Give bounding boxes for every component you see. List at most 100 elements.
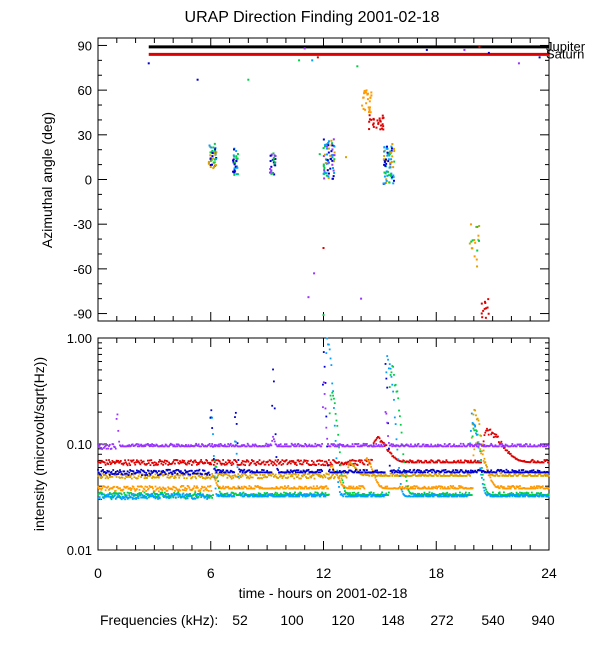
azimuth-data-point — [323, 177, 326, 180]
intensity-data-point — [396, 473, 399, 476]
azimuth-data-point — [269, 160, 272, 163]
intensity-data-point — [353, 445, 356, 448]
intensity-data-point — [535, 487, 537, 489]
intensity-data-point — [207, 485, 209, 488]
intensity-data-point — [200, 459, 203, 461]
intensity-data-point — [522, 473, 525, 476]
azimuth-data-point — [214, 158, 217, 161]
intensity-data-point — [468, 494, 471, 497]
intensity-data-point — [137, 443, 140, 446]
intensity-data-point — [234, 460, 237, 462]
intensity-data-point — [524, 495, 526, 498]
azimuth-data-point — [212, 157, 215, 160]
intensity-data-point — [401, 471, 404, 474]
intensity-data-point — [255, 493, 258, 496]
intensity-data-point — [177, 474, 180, 477]
intensity-data-point — [390, 443, 393, 446]
intensity-data-point — [429, 445, 432, 448]
intensity-data-point — [473, 448, 476, 451]
intensity-data-point — [286, 469, 289, 472]
azimuth-data-point — [383, 150, 386, 153]
intensity-data-point — [107, 463, 110, 465]
intensity-data-point — [261, 461, 264, 464]
intensity-data-point — [394, 445, 397, 448]
azimuth-plot-frame — [97, 37, 550, 322]
intensity-data-point — [264, 463, 267, 466]
azimuth-y-axis-label: Azimuthal angle (deg) — [39, 112, 55, 248]
intensity-data-point — [387, 494, 389, 496]
azimuth-data-point — [247, 78, 250, 81]
azimuth-data-point — [368, 114, 371, 117]
intensity-data-point — [459, 445, 461, 448]
intensity-data-point — [371, 495, 373, 498]
intensity-data-point — [283, 474, 285, 477]
intensity-data-point — [412, 495, 415, 498]
intensity-data-point — [511, 443, 514, 445]
intensity-data-point — [194, 470, 197, 472]
intensity-data-point — [223, 495, 225, 498]
intensity-data-point — [134, 493, 137, 496]
intensity-data-point — [373, 474, 376, 476]
intensity-data-point — [115, 459, 118, 462]
azimuth-data-point — [213, 158, 216, 161]
intensity-data-point — [416, 492, 419, 495]
intensity-data-point — [129, 464, 132, 467]
intensity-data-point — [240, 485, 243, 488]
azimuth-data-point — [384, 158, 387, 161]
intensity-data-point — [345, 491, 348, 494]
intensity-data-point — [206, 498, 208, 500]
intensity-data-point — [366, 457, 368, 460]
intensity-data-point — [515, 491, 518, 494]
intensity-data-point — [335, 419, 338, 422]
intensity-data-point — [110, 498, 113, 501]
intensity-data-point — [436, 461, 438, 464]
intensity-data-point — [292, 494, 295, 496]
intensity-data-point — [275, 494, 278, 496]
intensity-data-point — [185, 497, 187, 500]
intensity-data-point — [224, 471, 227, 474]
intensity-data-point — [333, 443, 335, 445]
intensity-data-point — [130, 487, 133, 490]
intensity-data-point — [173, 486, 176, 489]
intensity-data-point — [205, 472, 208, 475]
intensity-data-point — [292, 444, 295, 447]
intensity-data-point — [110, 493, 113, 496]
intensity-data-point — [127, 459, 130, 462]
azimuth-data-point — [383, 155, 386, 158]
intensity-data-point — [519, 471, 522, 474]
intensity-data-point — [537, 492, 540, 495]
intensity-data-point — [125, 463, 128, 465]
intensity-data-point — [341, 479, 344, 482]
intensity-data-point — [437, 494, 440, 496]
azimuth-data-point — [390, 147, 393, 150]
intensity-data-point — [332, 467, 334, 470]
intensity-data-point — [281, 486, 284, 489]
intensity-data-point — [388, 363, 391, 366]
intensity-data-point — [462, 442, 465, 445]
intensity-data-point — [256, 486, 258, 488]
intensity-data-point — [201, 493, 204, 496]
intensity-data-point — [268, 444, 271, 447]
intensity-data-point — [127, 497, 130, 500]
intensity-data-point — [329, 357, 332, 360]
intensity-data-point — [416, 469, 419, 471]
intensity-data-point — [512, 471, 515, 473]
intensity-data-point — [249, 487, 252, 490]
intensity-data-point — [101, 476, 104, 478]
azimuth-data-point — [325, 174, 328, 177]
intensity-data-point — [327, 487, 329, 490]
intensity-data-point — [228, 445, 230, 448]
intensity-data-point — [546, 458, 548, 461]
intensity-data-point — [383, 443, 386, 445]
intensity-data-point — [119, 469, 121, 472]
intensity-data-point — [203, 469, 206, 472]
intensity-data-point — [140, 468, 143, 471]
azimuth-data-point — [326, 158, 329, 161]
intensity-data-point — [138, 462, 141, 464]
intensity-data-point — [291, 475, 294, 478]
intensity-data-point — [462, 475, 465, 477]
intensity-data-point — [506, 487, 509, 490]
intensity-data-point — [189, 474, 192, 477]
intensity-data-point — [105, 459, 108, 462]
intensity-data-point — [226, 492, 229, 495]
